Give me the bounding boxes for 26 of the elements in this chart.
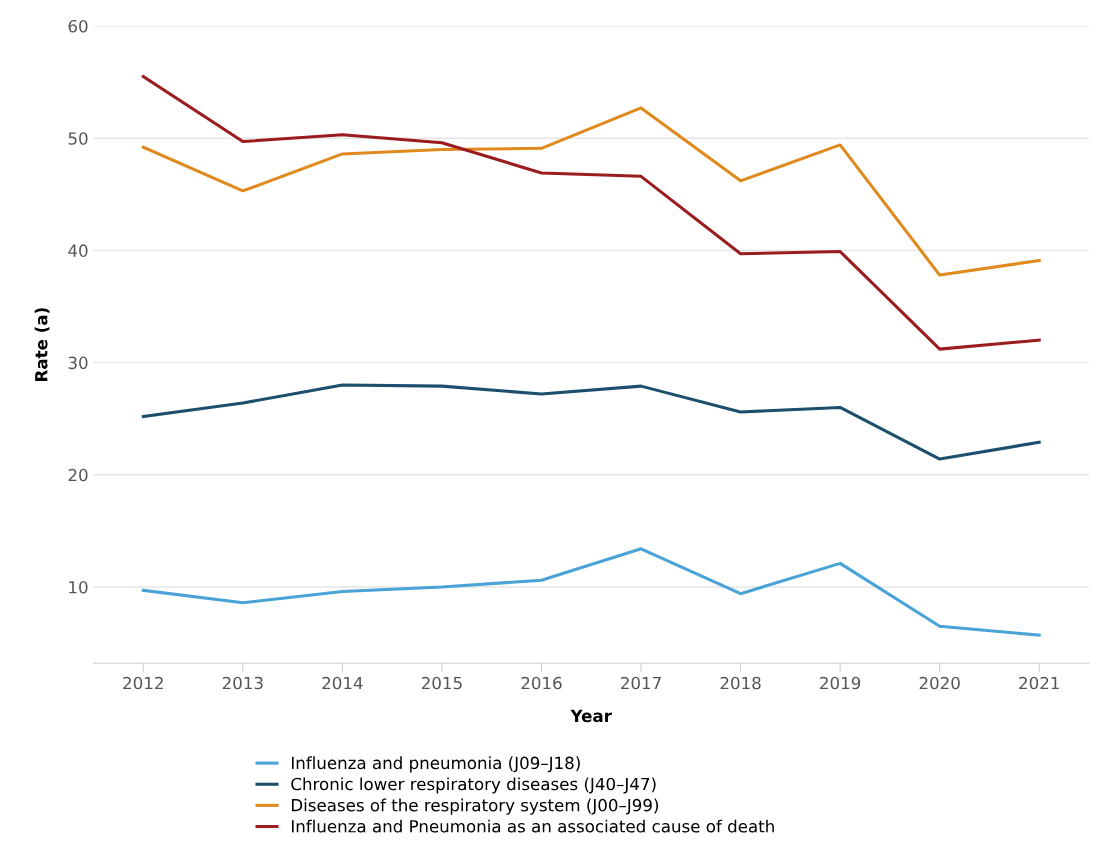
x-tick-label: 2012 <box>123 676 163 690</box>
x-tick-label: 2016 <box>521 676 562 690</box>
line-series <box>141 106 1041 277</box>
x-tick-label: 2020 <box>919 676 960 690</box>
line-series <box>141 74 1041 351</box>
x-axis-title: Year <box>570 709 612 723</box>
y-tick-label: 10 <box>69 580 88 594</box>
line-series <box>141 383 1041 461</box>
x-tick-label: 2014 <box>322 676 363 690</box>
x-tick-label: 2018 <box>720 676 761 690</box>
legend-label: Diseases of the respiratory system (J00–J99) <box>291 798 659 815</box>
y-axis-title: Rate (a) <box>34 308 50 381</box>
x-tick-label: 2015 <box>421 676 462 690</box>
y-tick-label: 30 <box>68 356 88 370</box>
x-tick-label: 2019 <box>820 676 861 690</box>
legend-label: Influenza and pneumonia (J09–J18) <box>291 756 580 773</box>
y-tick-label: 60 <box>68 19 88 33</box>
y-tick-label: 20 <box>68 468 88 482</box>
y-tick-label: 40 <box>68 244 88 257</box>
x-tick-label: 2021 <box>1019 676 1059 690</box>
legend-label: Chronic lower respiratory diseases (J40–J47) <box>291 777 656 794</box>
y-tick-label: 50 <box>68 132 88 145</box>
legend-label: Influenza and Pneumonia as an associated cause of death <box>291 819 774 833</box>
x-tick-label: 2013 <box>222 676 263 690</box>
line-series <box>141 547 1041 637</box>
x-tick-label: 2017 <box>621 676 661 690</box>
